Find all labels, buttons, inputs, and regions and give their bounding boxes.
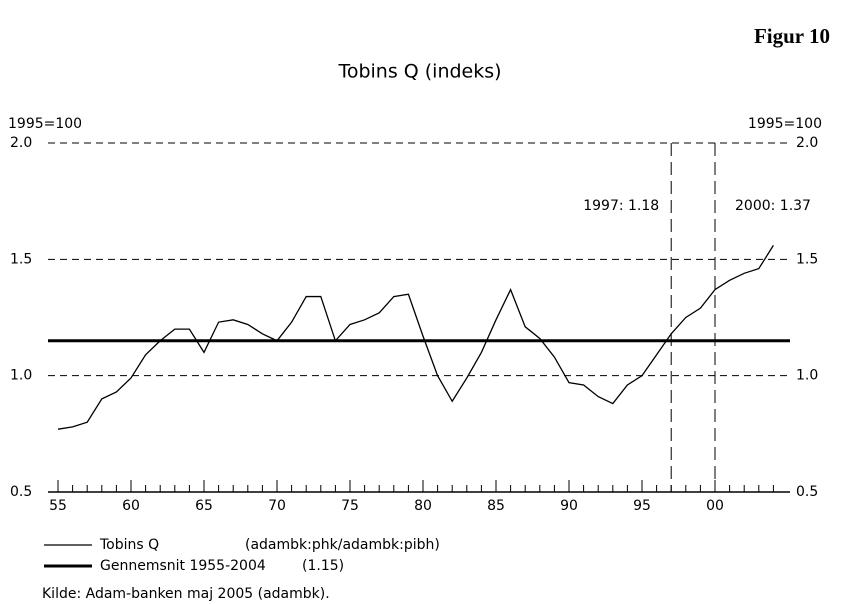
series-line (57, 245, 774, 430)
legend-label: Gennemsnit 1955-2004 (100, 558, 266, 574)
x-tick-label: 75 (341, 498, 359, 514)
x-tick-label: 95 (633, 498, 651, 514)
x-tick-label: 80 (414, 498, 432, 514)
y-tick-label: 1.0 (10, 368, 32, 384)
x-tick-label: 85 (487, 498, 505, 514)
y-tick-label: 1.5 (10, 251, 32, 267)
legend-code: (adambk:phk/adambk:pibh) (245, 537, 440, 553)
x-tick-label: 70 (268, 498, 286, 514)
y2-tick-label: 1.0 (796, 368, 818, 384)
y2-axis-label: 1995=100 (748, 116, 822, 132)
x-tick-label: 60 (122, 498, 140, 514)
annotation-label: 1997: 1.18 (583, 198, 659, 214)
source: Kilde: Adam-banken maj 2005 (adambk). (42, 586, 330, 602)
x-tick-label: 55 (49, 498, 67, 514)
x-tick-label: 65 (195, 498, 213, 514)
x-tick-label: 90 (560, 498, 578, 514)
y2-tick-label: 2.0 (796, 135, 818, 151)
x-tick-label: 00 (706, 498, 724, 514)
y2-tick-label: 1.5 (796, 251, 818, 267)
y-tick-label: 0.5 (10, 484, 32, 500)
figure-label: Figur 10 (754, 24, 830, 48)
y2-tick-label: 0.5 (796, 484, 818, 500)
legend-value: (1.15) (302, 558, 344, 574)
annotation-label: 2000: 1.37 (735, 198, 811, 214)
legend-label: Tobins Q (99, 537, 159, 553)
y-tick-label: 2.0 (10, 135, 32, 151)
chart-title: Tobins Q (indeks) (337, 61, 501, 83)
y-axis-label: 1995=100 (8, 116, 82, 132)
